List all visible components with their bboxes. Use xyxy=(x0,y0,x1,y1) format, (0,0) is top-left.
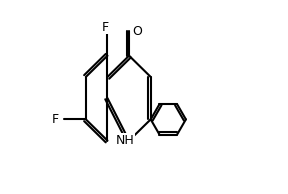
Text: F: F xyxy=(102,21,109,34)
Text: NH: NH xyxy=(116,134,134,147)
Text: O: O xyxy=(132,24,142,37)
Text: F: F xyxy=(52,113,59,126)
